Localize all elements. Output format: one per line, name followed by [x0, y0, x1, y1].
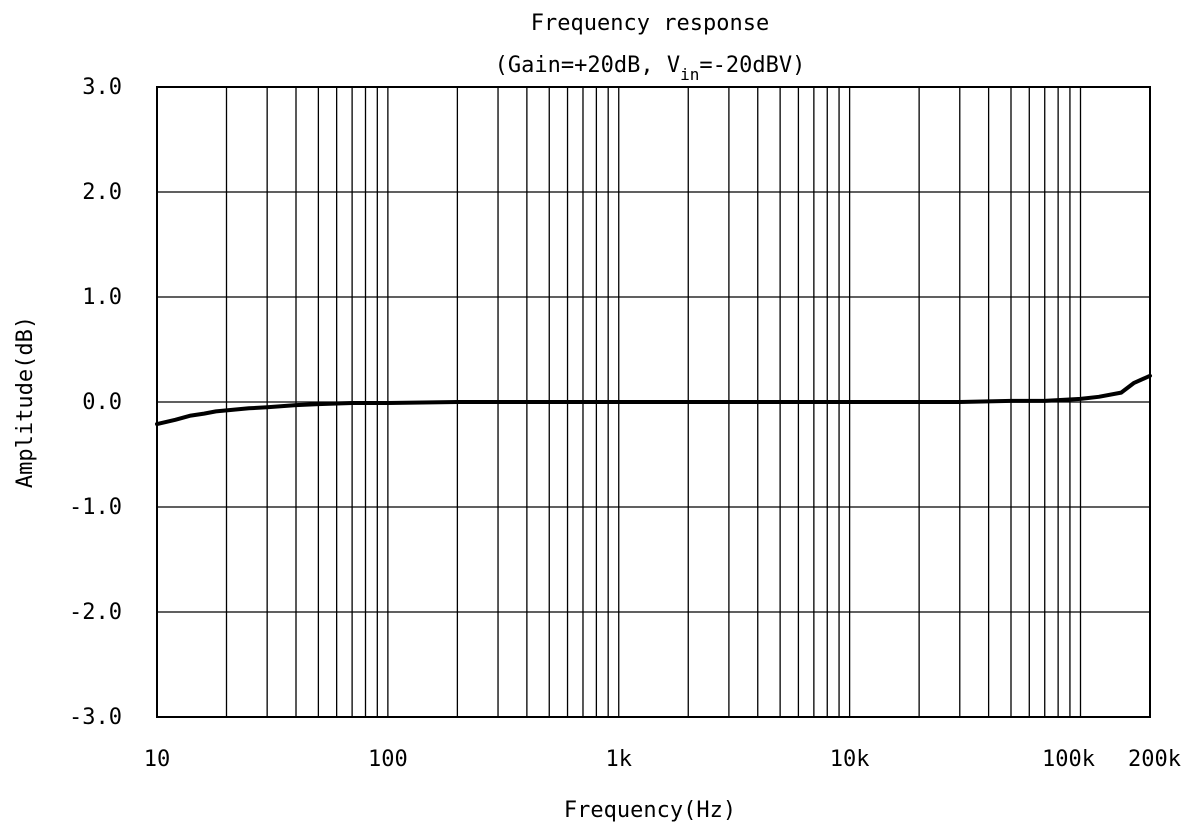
y-tick-label: 2.0 [82, 180, 122, 205]
y-tick-label: 0.0 [82, 390, 122, 415]
y-axis-label: Amplitude(dB) [13, 316, 38, 488]
y-tick-label: -2.0 [69, 600, 122, 625]
chart-subtitle: (Gain=+20dB, Vin=-20dBV) [495, 53, 806, 84]
plot-frame [156, 86, 1151, 718]
y-tick-label: -1.0 [69, 495, 122, 520]
x-axis-label: Frequency(Hz) [564, 798, 736, 823]
x-tick-label: 10 [144, 747, 171, 772]
x-tick-label: 100k [1042, 747, 1095, 772]
y-tick-labels: 3.0 2.0 1.0 0.0 -1.0 -2.0 -3.0 [69, 75, 122, 730]
y-tick-label: 1.0 [82, 285, 122, 310]
y-tick-label: 3.0 [82, 75, 122, 100]
y-tick-label: -3.0 [69, 705, 122, 730]
x-tick-label: 100 [368, 747, 408, 772]
x-tick-label: 1k [605, 747, 632, 772]
series-line [155, 373, 1152, 427]
x-tick-labels: 10 100 1k 10k 100k 200k [144, 747, 1181, 772]
x-tick-label: 10k [830, 747, 870, 772]
x-tick-label: 200k [1128, 747, 1181, 772]
chart-title: Frequency response [531, 11, 769, 36]
series-group [155, 373, 1152, 427]
